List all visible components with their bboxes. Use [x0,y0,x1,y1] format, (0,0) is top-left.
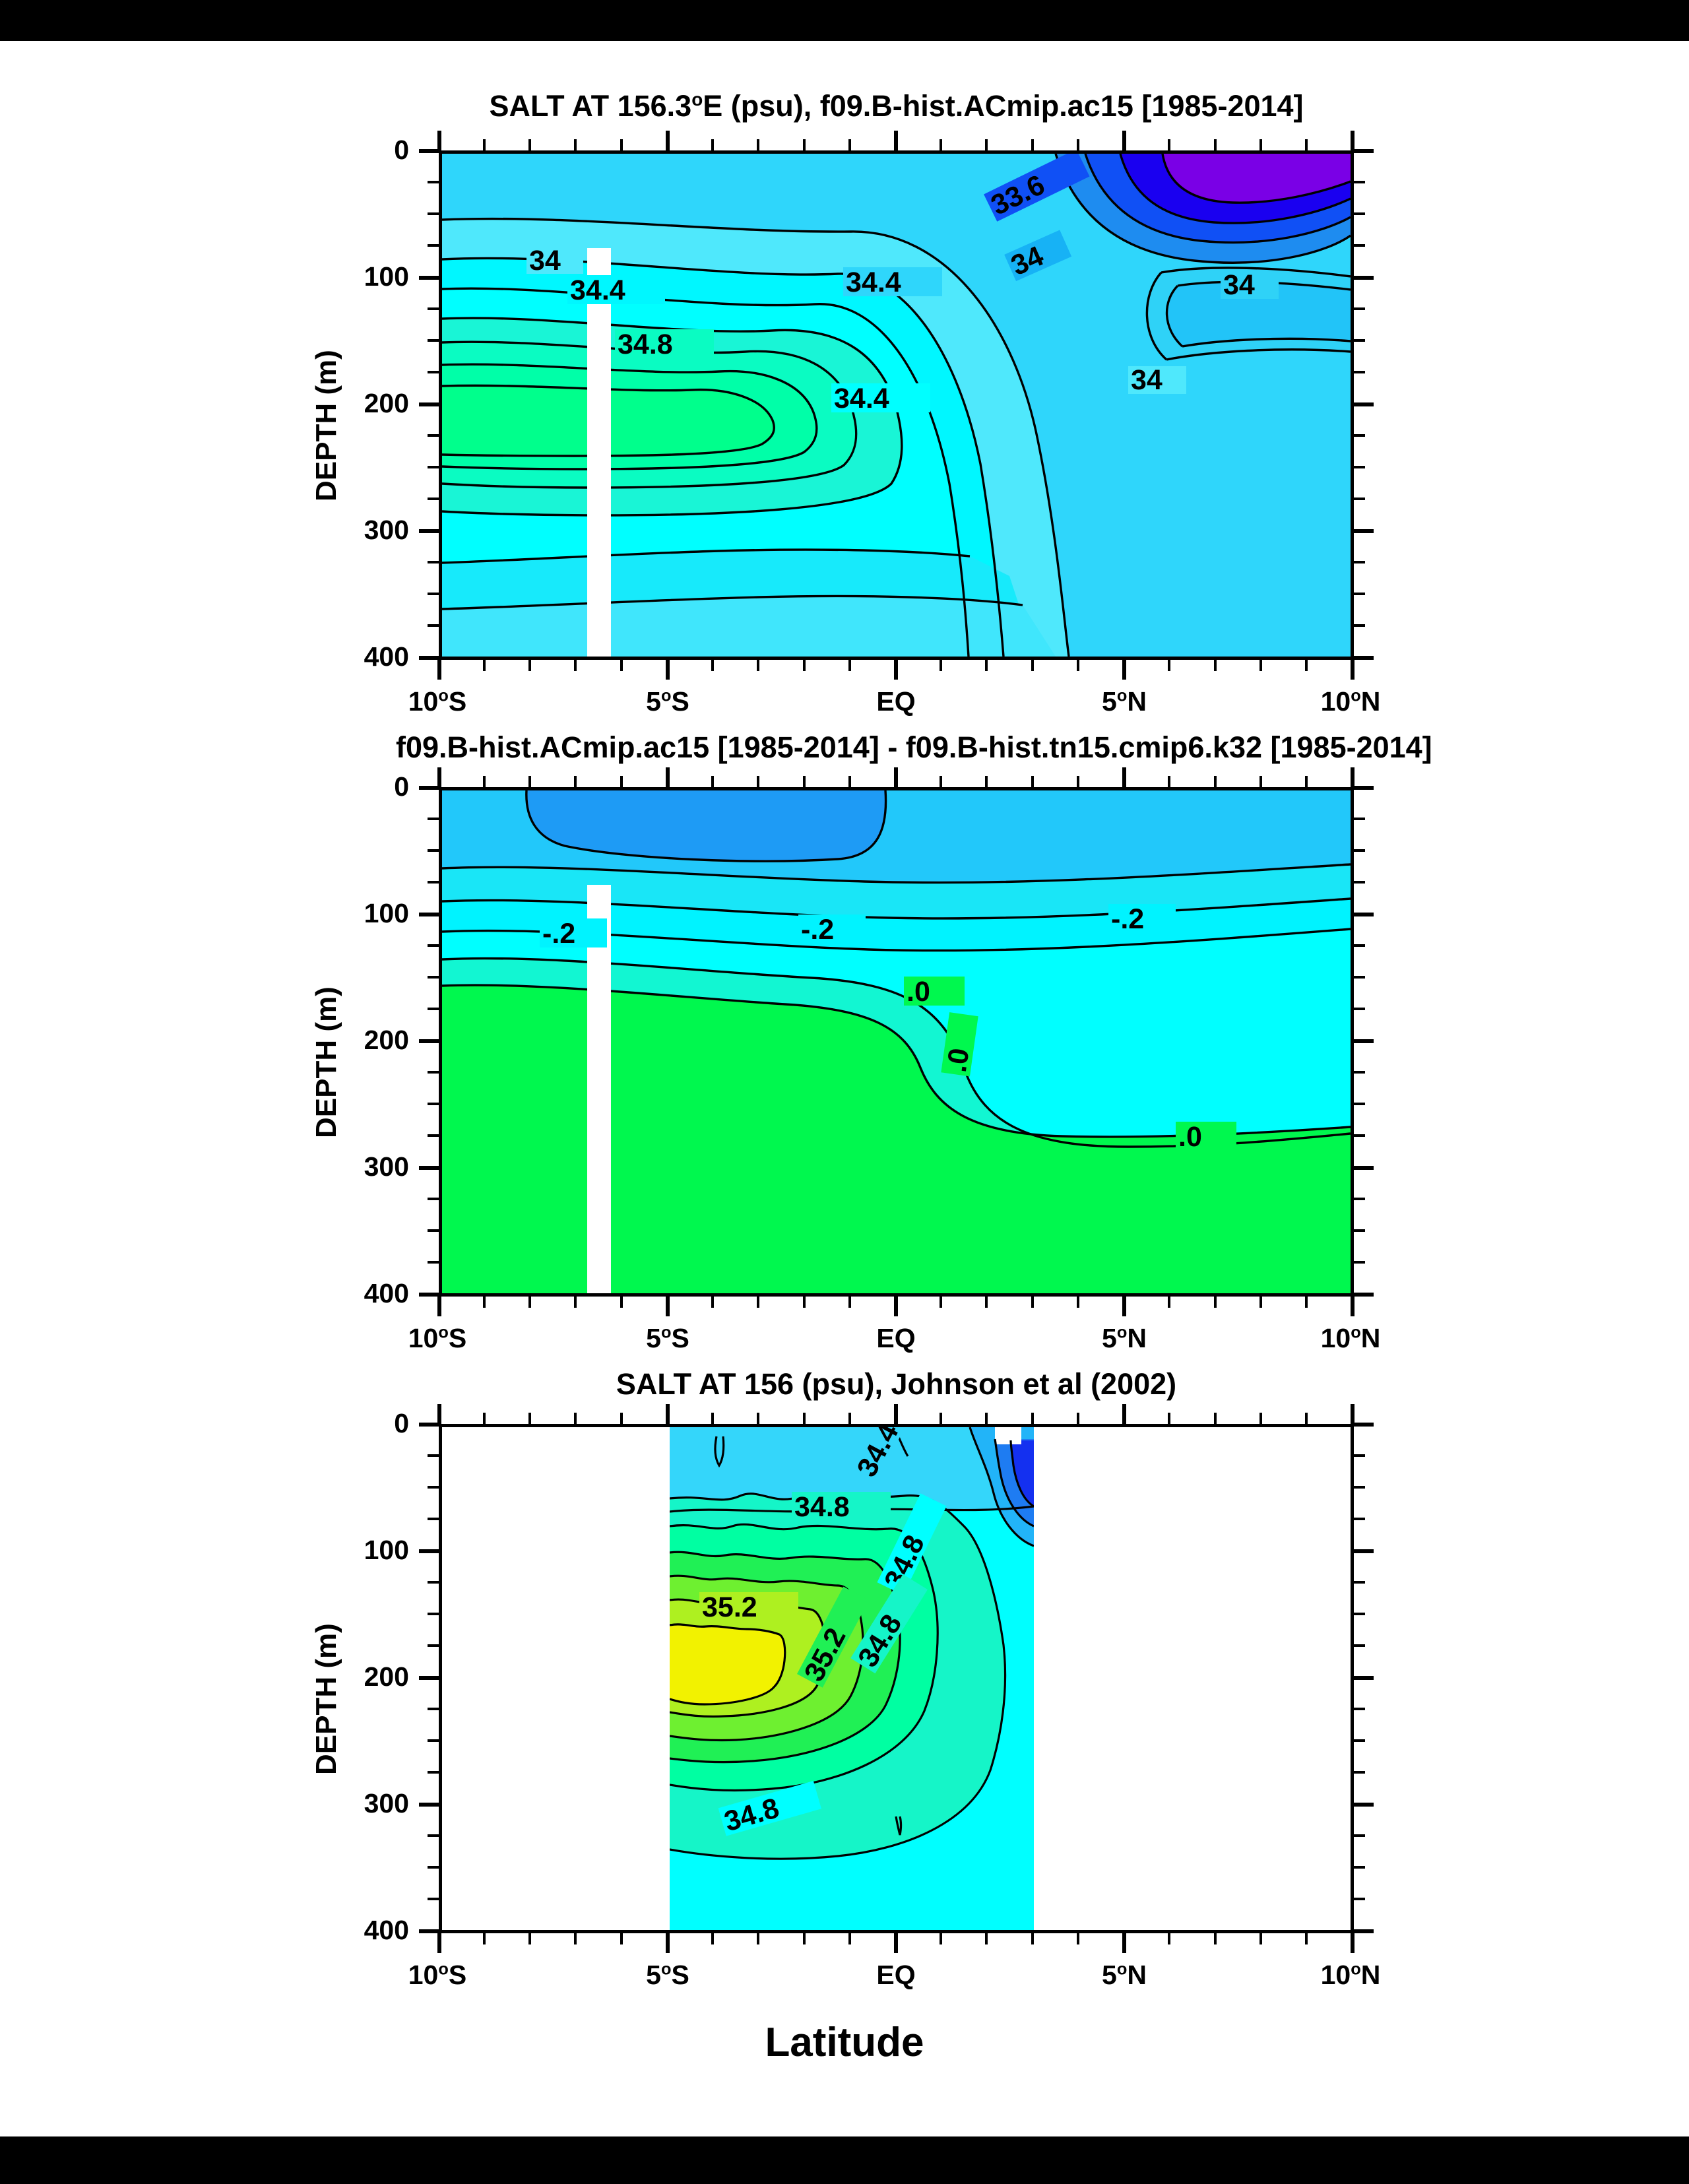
contour-plot-model: 34 34.4 34.4 34.8 34.4 33.6 [442,154,1351,657]
contour-label: 34.8 [618,329,673,360]
contour-label: 35.2 [702,1591,757,1623]
x-tick-label: 5oN [1102,686,1147,717]
y-tick-label: 100 [364,898,409,928]
y-tick-label: 0 [394,771,409,802]
x-tick-label: 10oN [1320,1323,1381,1353]
y-tick-label: 300 [364,1788,409,1818]
panel-title-difference: f09.B-hist.ACmip.ac15 [1985-2014] - f09.… [396,730,1432,764]
x-tick-label: 10oN [1320,1960,1381,1990]
contour-label: 34.4 [834,383,889,414]
x-tick-label: EQ [876,1323,916,1353]
y-tick-label: 300 [364,1151,409,1182]
contour-label: 34.4 [846,267,901,298]
y-tick-label: 0 [394,1408,409,1438]
contour-label: 34 [1131,364,1163,396]
panel-title-model-sup: o [691,89,703,110]
x-tick-label: 5oN [1102,1323,1147,1353]
plot-area-observations: 34.8 34.4 34.8 35.2 35.2 [439,1424,1354,1933]
x-tick-label: 10oN [1320,686,1381,717]
x-tick-label: 5oS [646,1323,689,1353]
contour-label: -.2 [801,914,834,946]
y-tick-label: 0 [394,135,409,165]
plot-area-model: 34 34.4 34.4 34.8 34.4 33.6 [439,150,1354,660]
y-tick-label: 100 [364,261,409,292]
x-tick-label: 10oS [408,1323,467,1353]
panel-model-salinity: SALT AT 156.3oE (psu), f09.B-hist.ACmip.… [0,0,1689,717]
contour-label: .0 [907,976,930,1008]
panel-difference: f09.B-hist.ACmip.ac15 [1985-2014] - f09.… [310,730,1432,1353]
contour-label: -.2 [1111,903,1144,935]
panel-title-model: SALT AT 156.3oE (psu), f09.B-hist.ACmip.… [439,89,1354,123]
y-tick-label: 400 [364,1915,409,1945]
contour-plot-observations: 34.8 34.4 34.8 35.2 35.2 [442,1427,1351,1930]
y-tick-label: 100 [364,1535,409,1565]
contour-label: -.2 [542,918,575,949]
x-tick-label: 5oS [646,1960,689,1990]
y-tick-label: 400 [364,1278,409,1308]
y-tick-label: 300 [364,515,409,545]
x-tick-label: 5oN [1102,1960,1147,1990]
x-tick-label: EQ [876,686,916,717]
x-tick-label: 10oS [408,1960,467,1990]
contour-label: 34.4 [570,274,625,306]
x-tick-label: 10oS [408,686,467,717]
contour-plot-difference: -.2 -.2 -.2 .0 .0 .0 [442,790,1351,1293]
panel-title-model-pre: SALT AT 156.3 [489,89,692,123]
y-tick-label: 200 [364,388,409,418]
x-tick-label: EQ [876,1960,916,1990]
contour-label: 34 [1223,269,1255,301]
contour-label: 34 [529,245,561,276]
x-axis-title: Latitude [765,2020,924,2065]
y-tick-label: 200 [364,1025,409,1055]
contour-label: .0 [941,1046,976,1074]
panel-title-observations: SALT AT 156 (psu), Johnson et al (2002) [616,1367,1177,1401]
plot-area-difference: -.2 -.2 -.2 .0 .0 .0 [439,787,1354,1297]
y-tick-label: 400 [364,641,409,672]
y-tick-label: 200 [364,1661,409,1692]
contour-label: 34.8 [794,1491,850,1523]
contour-label: .0 [1178,1121,1202,1153]
panel-title-model-post: E (psu), f09.B-hist.ACmip.ac15 [1985-201… [703,89,1304,123]
y-axis-title-observations: DEPTH (m) [310,1623,342,1775]
x-tick-label: 5oS [646,686,689,717]
